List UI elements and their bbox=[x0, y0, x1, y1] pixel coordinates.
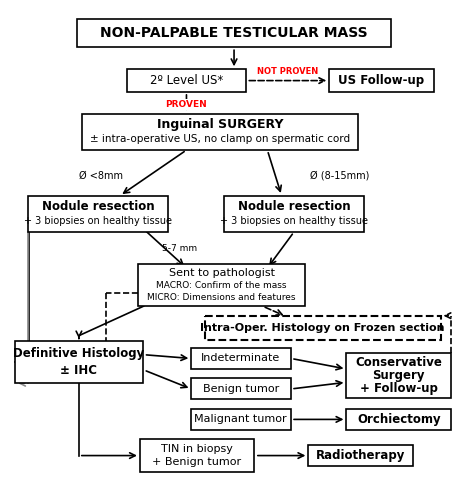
Bar bbox=[204, 316, 440, 340]
Text: NON-PALPABLE TESTICULAR MASS: NON-PALPABLE TESTICULAR MASS bbox=[100, 26, 368, 40]
Bar bbox=[77, 18, 391, 48]
Bar bbox=[127, 69, 246, 92]
Text: + 3 biopsies on healthy tissue: + 3 biopsies on healthy tissue bbox=[24, 216, 172, 226]
Text: Radiotherapy: Radiotherapy bbox=[316, 449, 406, 462]
Bar bbox=[191, 409, 291, 430]
Bar bbox=[27, 196, 168, 232]
Text: MACRO: Confirm of the mass: MACRO: Confirm of the mass bbox=[156, 280, 287, 289]
Text: PROVEN: PROVEN bbox=[166, 100, 207, 109]
Text: NOT PROVEN: NOT PROVEN bbox=[257, 67, 318, 76]
Text: + Follow-up: + Follow-up bbox=[360, 382, 438, 395]
Text: Indeterminate: Indeterminate bbox=[201, 354, 280, 364]
Bar bbox=[140, 440, 254, 472]
Text: 2º Level US*: 2º Level US* bbox=[150, 74, 223, 87]
Text: Intra-Oper. Histology on Frozen section: Intra-Oper. Histology on Frozen section bbox=[200, 323, 445, 333]
Text: Ø <8mm: Ø <8mm bbox=[79, 171, 123, 181]
Text: Sent to pathologist: Sent to pathologist bbox=[169, 268, 275, 278]
Bar bbox=[138, 264, 305, 306]
Text: Nodule resection: Nodule resection bbox=[238, 200, 350, 213]
Text: TIN in biopsy: TIN in biopsy bbox=[161, 444, 233, 454]
Text: MICRO: Dimensions and features: MICRO: Dimensions and features bbox=[147, 292, 296, 302]
Bar bbox=[15, 342, 143, 383]
Text: Conservative: Conservative bbox=[355, 356, 442, 369]
Text: 5-7 mm: 5-7 mm bbox=[162, 244, 197, 252]
Text: ± intra-operative US, no clamp on spermatic cord: ± intra-operative US, no clamp on sperma… bbox=[89, 134, 350, 144]
Text: Inguinal SURGERY: Inguinal SURGERY bbox=[156, 118, 283, 132]
Bar bbox=[309, 445, 413, 466]
Text: Surgery: Surgery bbox=[373, 369, 425, 382]
Bar bbox=[346, 353, 451, 399]
Text: Definitive Histology: Definitive Histology bbox=[13, 348, 145, 360]
Bar bbox=[191, 348, 291, 369]
Text: Nodule resection: Nodule resection bbox=[41, 200, 154, 213]
Text: + Benign tumor: + Benign tumor bbox=[152, 457, 242, 467]
Bar bbox=[329, 69, 434, 92]
Text: ± IHC: ± IHC bbox=[60, 364, 97, 377]
Bar bbox=[191, 378, 291, 400]
Bar bbox=[82, 114, 358, 150]
Bar bbox=[224, 196, 365, 232]
Text: US Follow-up: US Follow-up bbox=[339, 74, 425, 87]
Text: Malignant tumor: Malignant tumor bbox=[195, 414, 287, 424]
Text: Ø (8-15mm): Ø (8-15mm) bbox=[310, 171, 370, 181]
Bar bbox=[346, 409, 451, 430]
Text: + 3 biopsies on healthy tissue: + 3 biopsies on healthy tissue bbox=[220, 216, 368, 226]
Text: Benign tumor: Benign tumor bbox=[203, 384, 279, 394]
Text: Orchiectomy: Orchiectomy bbox=[357, 413, 440, 426]
